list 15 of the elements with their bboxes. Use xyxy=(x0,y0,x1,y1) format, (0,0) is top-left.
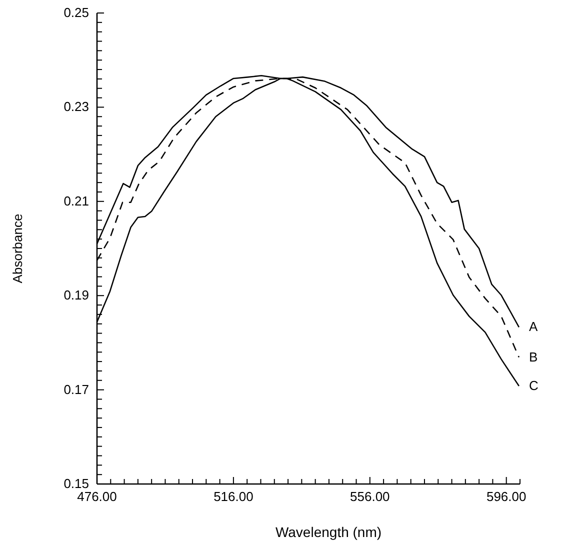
x-tick-label: 556.00 xyxy=(350,489,390,504)
x-axis-title: Wavelength (nm) xyxy=(275,524,382,540)
y-axis-title: Absorbance xyxy=(10,214,25,284)
y-tick-label: 0.23 xyxy=(64,99,89,114)
series-label: B xyxy=(528,349,538,364)
y-tick-label: 0.21 xyxy=(64,193,89,208)
y-tick-label: 0.19 xyxy=(64,288,89,303)
y-tick-label: 0.25 xyxy=(64,5,89,20)
y-tick-label: 0.17 xyxy=(64,382,89,397)
y-tick-label: 0.15 xyxy=(64,476,89,491)
series-label: C xyxy=(528,378,538,394)
x-tick-label: 596.00 xyxy=(486,489,526,504)
series-label: A xyxy=(528,319,538,334)
x-tick-label: 516.00 xyxy=(214,489,254,504)
x-tick-label: 476.00 xyxy=(77,489,117,504)
